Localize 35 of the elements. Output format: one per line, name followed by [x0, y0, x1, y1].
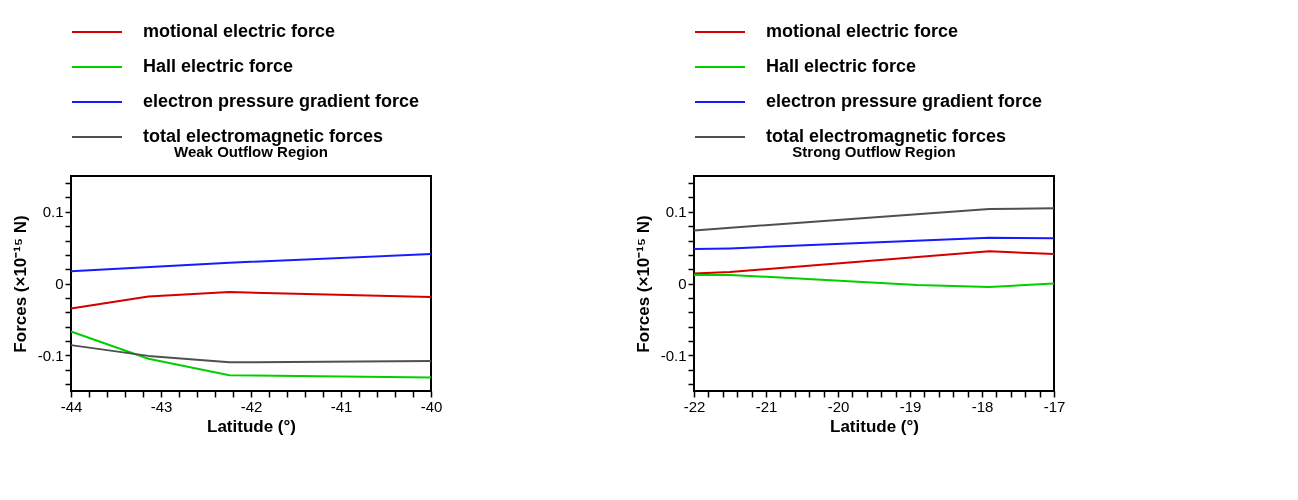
- line-series: [693, 236, 1055, 251]
- x-tick-label: -41: [330, 397, 353, 415]
- x-tick-label: -43: [150, 397, 173, 415]
- legend-label: total electromagnetic forces: [143, 126, 384, 146]
- legend-label: Hall electric force: [143, 56, 294, 76]
- y-axis-title: Forces (×10⁻¹⁵ N): [633, 215, 653, 353]
- y-tick-label: 0.1: [665, 203, 687, 221]
- y-tick-label: 0.1: [42, 203, 64, 221]
- x-tick-label: -20: [827, 397, 850, 415]
- line-series: [70, 330, 432, 379]
- legend-label: motional electric force: [143, 21, 336, 41]
- x-tick-label: -21: [755, 397, 778, 415]
- y-tick-label: 0: [678, 275, 687, 292]
- line-series: [693, 273, 1055, 289]
- legend-label: Hall electric force: [766, 56, 917, 76]
- legend-label: electron pressure gradient force: [766, 91, 1043, 111]
- x-tick-label: -17: [1043, 397, 1066, 415]
- legend-label: motional electric force: [766, 21, 959, 41]
- x-tick-label: -42: [240, 397, 263, 415]
- x-axis-title: Latitude (°): [207, 416, 296, 436]
- x-tick-label: -19: [899, 397, 922, 415]
- y-tick-label: -0.1: [37, 346, 64, 364]
- line-series: [70, 291, 432, 310]
- line-series: [70, 344, 432, 364]
- y-tick-label: 0: [55, 275, 64, 292]
- x-tick-label: -44: [60, 397, 83, 415]
- x-tick-label: -22: [683, 397, 706, 415]
- x-axis-title: Latitude (°): [830, 416, 919, 436]
- line-series: [693, 250, 1055, 275]
- y-axis-title: Forces (×10⁻¹⁵ N): [10, 215, 30, 353]
- legend-label: electron pressure gradient force: [143, 91, 420, 111]
- x-tick-label: -18: [971, 397, 994, 415]
- y-tick-label: -0.1: [660, 346, 687, 364]
- x-tick-label: -40: [420, 397, 443, 415]
- legend-label: total electromagnetic forces: [766, 126, 1007, 146]
